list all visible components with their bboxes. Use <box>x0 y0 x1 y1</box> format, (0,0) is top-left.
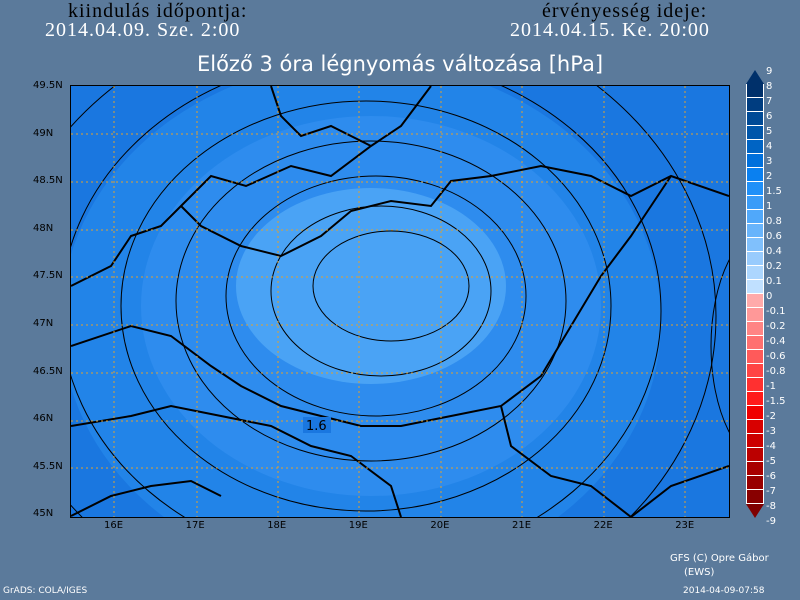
colorbar-label: 6 <box>766 111 773 122</box>
colorbar-swatch <box>746 448 764 462</box>
colorbar-swatch <box>746 420 764 434</box>
colorbar-swatch <box>746 434 764 448</box>
lon-label: 17E <box>185 520 205 531</box>
colorbar-label: -7 <box>766 486 776 497</box>
colorbar-swatch <box>746 112 764 126</box>
lat-label: 45.5N <box>33 460 63 472</box>
colorbar-label: -0.8 <box>766 366 786 377</box>
contours <box>71 86 729 517</box>
colorbar-label: -3 <box>766 426 776 437</box>
colorbar-swatch <box>746 84 764 98</box>
lon-label: 21E <box>512 520 532 531</box>
colorbar-label: -1 <box>766 381 776 392</box>
colorbar-swatch <box>746 336 764 350</box>
lat-label: 46N <box>33 413 54 425</box>
lat-label: 45N <box>33 508 54 520</box>
timestamp: 2014-04-09-07:58 <box>683 586 765 596</box>
colorbar-swatch <box>746 238 764 252</box>
colorbar-swatch <box>746 392 764 406</box>
colorbar-swatch <box>746 126 764 140</box>
lon-label: 19E <box>348 520 368 531</box>
colorbar-label: 0.6 <box>766 231 782 242</box>
colorbar-swatch <box>746 266 764 280</box>
contour-label: 1.6 <box>306 419 327 434</box>
init-label: kiindulás időpontja: <box>68 0 248 22</box>
colorbar-swatch <box>746 140 764 154</box>
colorbar-swatch <box>746 182 764 196</box>
colorbar-label: -2 <box>766 411 776 422</box>
lat-label: 46.5N <box>33 365 63 377</box>
colorbar-swatch <box>746 294 764 308</box>
lat-label: 47.5N <box>33 270 63 282</box>
colorbar-label: -1.5 <box>766 396 786 407</box>
colorbar-swatch <box>746 490 764 504</box>
colorbar-label: 0.4 <box>766 246 782 257</box>
lat-label: 48.5N <box>33 175 63 187</box>
map-title: Előző 3 óra légnyomás változása [hPa] <box>196 52 604 76</box>
colorbar-label: 1 <box>766 201 773 212</box>
lon-label: 22E <box>593 520 613 531</box>
colorbar-label: -8 <box>766 501 776 512</box>
colorbar-swatch <box>746 406 764 420</box>
colorbar-label: -0.4 <box>766 336 786 347</box>
credit-ews: (EWS) <box>684 567 715 578</box>
colorbar-bottom-arrow <box>746 504 764 518</box>
map-fill-inner <box>236 188 506 384</box>
lat-label: 48N <box>33 222 54 234</box>
country-borders <box>71 86 729 517</box>
colorbar-label: 2 <box>766 171 773 182</box>
colorbar-label: 0.2 <box>766 261 782 272</box>
colorbar-label: 9 <box>766 66 773 77</box>
colorbar-swatch <box>746 350 764 364</box>
colorbar-label: -9 <box>766 516 776 527</box>
colorbar-label: -0.2 <box>766 321 786 332</box>
colorbar-label: -5 <box>766 456 776 467</box>
colorbar <box>746 70 764 518</box>
colorbar-label: -4 <box>766 441 776 452</box>
colorbar-label: 5 <box>766 126 773 137</box>
lat-label: 49.5N <box>33 80 63 91</box>
colorbar-label: -0.1 <box>766 306 786 317</box>
lat-label: 47N <box>33 318 54 329</box>
lon-label: 20E <box>430 520 450 531</box>
colorbar-top-arrow <box>746 70 764 84</box>
colorbar-swatch <box>746 196 764 210</box>
colorbar-swatch <box>746 154 764 168</box>
colorbar-swatch <box>746 210 764 224</box>
colorbar-label: 7 <box>766 96 773 107</box>
colorbar-label: 3 <box>766 156 773 167</box>
lon-label: 16E <box>104 520 124 531</box>
colorbar-swatch <box>746 252 764 266</box>
credit: GFS (C) Opre Gábor <box>670 553 769 564</box>
colorbar-swatch <box>746 224 764 238</box>
colorbar-label: 8 <box>766 81 773 92</box>
contour-label-bg <box>303 417 331 433</box>
colorbar-swatch <box>746 378 764 392</box>
grads-label: GrADS: COLA/IGES <box>3 586 88 596</box>
gridlines <box>71 86 729 517</box>
init-value: 2014.04.09. Sze. 2:00 <box>45 19 241 41</box>
colorbar-swatch <box>746 322 764 336</box>
colorbar-swatch <box>746 98 764 112</box>
colorbar-label: 1.5 <box>766 186 782 197</box>
colorbar-label: 0.1 <box>766 276 782 287</box>
lat-label: 49N <box>33 127 54 139</box>
colorbar-swatch <box>746 462 764 476</box>
colorbar-swatch <box>746 364 764 378</box>
colorbar-label: -6 <box>766 471 776 482</box>
colorbar-swatch <box>746 476 764 490</box>
pressure-change-map: 1.6 <box>70 85 730 518</box>
valid-value: 2014.04.15. Ke. 20:00 <box>510 19 710 41</box>
colorbar-label: 0.8 <box>766 216 782 227</box>
valid-label: érvényesség ideje: <box>542 0 708 22</box>
lon-label: 23E <box>675 520 695 531</box>
colorbar-swatch <box>746 280 764 294</box>
colorbar-label: 0 <box>766 291 773 302</box>
lon-label: 18E <box>267 520 287 531</box>
colorbar-label: 4 <box>766 141 773 152</box>
colorbar-swatch <box>746 168 764 182</box>
colorbar-label: -0.6 <box>766 351 786 362</box>
colorbar-swatch <box>746 308 764 322</box>
